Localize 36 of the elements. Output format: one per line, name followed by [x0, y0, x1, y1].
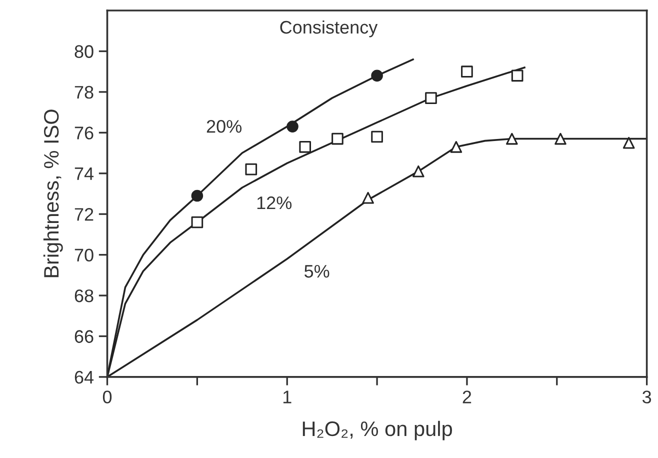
point [554, 132, 566, 145]
point [412, 165, 424, 178]
y-tick-label: 72 [74, 208, 94, 221]
point [362, 192, 374, 204]
y-tick-label: 70 [74, 248, 94, 262]
x-tick-label: 3 [642, 390, 652, 404]
point [622, 136, 635, 149]
point [461, 66, 473, 78]
point [506, 132, 518, 145]
y-tick-label: 68 [74, 289, 94, 302]
series-label: 5% [304, 264, 330, 278]
point [371, 130, 383, 143]
y-axis-title: Brightness, % ISO [43, 110, 63, 278]
x-tick-label: 2 [462, 390, 472, 404]
x-axis-title: H₂O₂, % on pulp [302, 420, 452, 440]
point [450, 141, 462, 153]
point [511, 70, 524, 82]
y-tick-label: 64 [74, 370, 94, 384]
x-tick-label: 0 [102, 390, 112, 404]
series-label: 12% [257, 196, 292, 210]
point [425, 92, 437, 104]
point [371, 70, 383, 82]
y-tick-label: 66 [74, 330, 94, 343]
point [299, 141, 312, 153]
x-tick-label: 1 [283, 390, 292, 404]
y-tick-label: 78 [74, 86, 94, 99]
annotation: Consistency [280, 20, 378, 38]
point [191, 216, 204, 228]
point [191, 190, 204, 202]
point [286, 120, 298, 132]
point [245, 163, 258, 176]
point [332, 132, 344, 145]
y-tick-label: 80 [74, 45, 94, 58]
series-label: 20% [206, 120, 242, 133]
y-tick-label: 74 [74, 168, 94, 180]
y-tick-label: 76 [74, 126, 94, 140]
